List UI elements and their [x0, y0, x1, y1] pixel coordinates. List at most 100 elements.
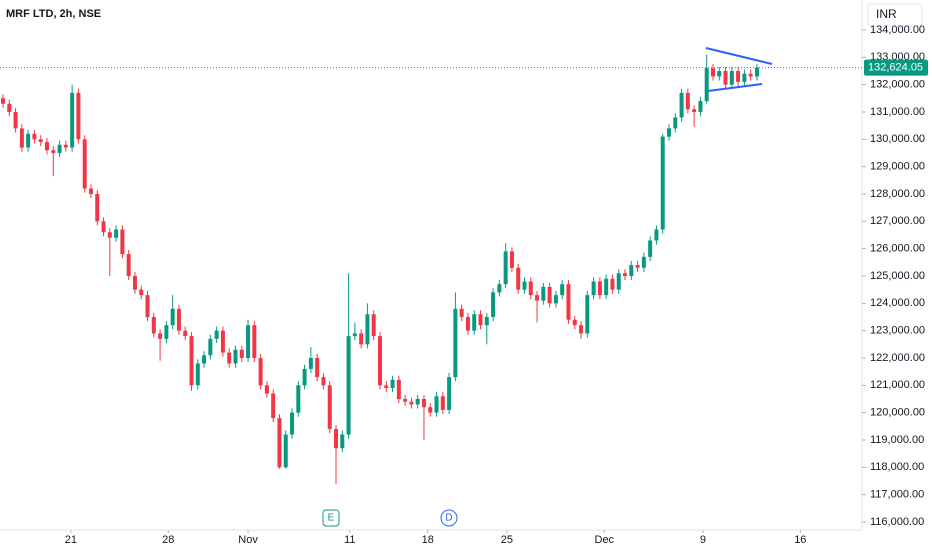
candle-body [729, 70, 734, 85]
y-tick-label: 125,000.00 [870, 270, 925, 282]
candle-body [384, 385, 389, 389]
y-tick-label: 119,000.00 [870, 434, 924, 446]
candle-body [371, 314, 376, 337]
candle-body [723, 70, 728, 85]
y-tick-label: 126,000.00 [870, 243, 925, 255]
x-tick-label: 16 [794, 534, 806, 546]
candle-body [491, 292, 496, 317]
x-tick-label: 11 [344, 534, 355, 546]
candle-body [704, 68, 709, 102]
candle-body [503, 251, 508, 285]
candle-body [107, 232, 112, 238]
dividend-label[interactable]: D [445, 513, 452, 524]
candle-body [421, 398, 426, 408]
candle-body [239, 349, 244, 358]
candle-body [51, 150, 56, 153]
earnings-marker[interactable] [322, 509, 340, 527]
candle-body [629, 265, 634, 276]
candle-body [7, 103, 12, 112]
x-tick-label: 21 [65, 534, 77, 546]
candle-body [365, 314, 370, 345]
earnings-label[interactable]: E [328, 513, 335, 524]
candle-body [340, 434, 345, 449]
candle-body [246, 325, 251, 358]
y-tick-label: 128,000.00 [870, 188, 925, 200]
x-tick-label: 25 [501, 534, 513, 546]
candle-body [183, 330, 188, 337]
candle-body [334, 429, 339, 449]
candle-body [553, 295, 558, 304]
candle-body [660, 136, 665, 230]
candle-body [38, 139, 43, 143]
candle-body [195, 363, 200, 386]
x-tick-label: Nov [238, 534, 258, 546]
candle-body [748, 73, 753, 77]
candle-body [214, 330, 219, 339]
candle-body [459, 308, 464, 317]
candle-body [346, 336, 351, 435]
candle-body [440, 396, 445, 410]
y-tick-label: 130,000.00 [870, 133, 925, 145]
last-price-badge [864, 59, 928, 76]
currency-label[interactable]: INR [876, 7, 897, 21]
y-tick-label: 116,000.00 [870, 516, 924, 528]
candle-body [70, 92, 75, 148]
last-price-label: 132,624.05 [868, 62, 923, 74]
candle-body [227, 352, 232, 364]
candle-body [453, 308, 458, 378]
candle-body [710, 68, 715, 77]
candle-body [114, 229, 119, 238]
candle-body [151, 316, 156, 334]
y-tick-label: 118,000.00 [870, 461, 924, 473]
candle-body [283, 434, 288, 468]
candle-body [528, 281, 533, 296]
candle-body [604, 278, 609, 296]
candle-body [560, 284, 565, 296]
candle-body [472, 314, 477, 331]
candle-body [591, 281, 596, 296]
candle-body [170, 308, 175, 326]
y-tick-label: 127,000.00 [870, 215, 925, 227]
candle-body [13, 111, 18, 129]
x-tick-label: 18 [422, 534, 434, 546]
candle-body [465, 316, 470, 331]
candle-body [63, 144, 68, 148]
candle-body [572, 319, 577, 326]
candle-body [158, 333, 163, 339]
candle-body [176, 308, 181, 331]
y-tick-label: 123,000.00 [870, 325, 925, 337]
candle-body [1, 98, 6, 104]
candle-body [597, 281, 602, 296]
candle-body [390, 379, 395, 389]
candle-body [547, 286, 552, 304]
candle-body [290, 412, 295, 435]
candle-body [667, 128, 672, 137]
candle-body [101, 221, 106, 233]
y-tick-label: 134,000.00 [870, 24, 925, 36]
candle-body [623, 273, 628, 276]
candle-body [484, 316, 489, 326]
candle-body [296, 385, 301, 413]
candle-body [579, 325, 584, 334]
candle-body [88, 188, 93, 194]
y-tick-label: 132,000.00 [870, 79, 925, 91]
candle-body [616, 273, 621, 290]
y-tick-label: 121,000.00 [870, 379, 925, 391]
candle-body [145, 295, 150, 317]
x-tick-label: 9 [700, 534, 706, 546]
candle-body [679, 92, 684, 118]
candle-body [315, 357, 320, 378]
candle-body [264, 385, 269, 394]
candle-body [208, 338, 213, 356]
candle-body [717, 70, 722, 77]
candle-body [258, 357, 263, 386]
currency-button[interactable] [867, 3, 923, 27]
candle-body [308, 357, 313, 369]
dividend-marker[interactable] [440, 509, 458, 527]
candle-body [434, 396, 439, 413]
candle-body [635, 265, 640, 268]
candle-body [566, 284, 571, 320]
candle-body [673, 117, 678, 129]
